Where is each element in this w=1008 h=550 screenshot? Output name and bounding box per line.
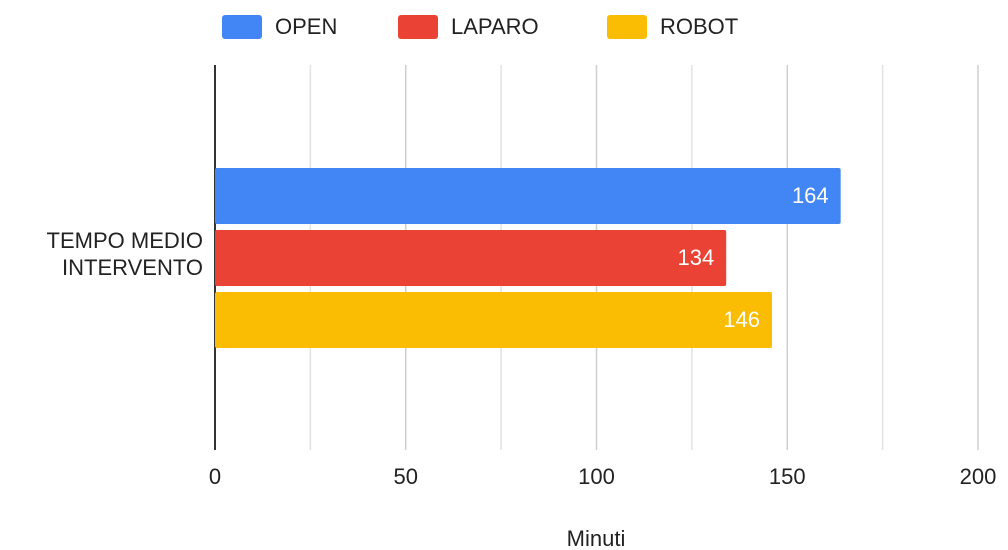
- value-label: 164: [792, 183, 829, 208]
- x-tick-label: 50: [394, 464, 418, 489]
- value-label: 146: [723, 307, 760, 332]
- x-tick-label: 200: [960, 464, 997, 489]
- x-tick-label: 150: [769, 464, 806, 489]
- x-tick-label: 0: [209, 464, 221, 489]
- bar: [215, 230, 727, 286]
- legend-label: LAPARO: [451, 14, 539, 39]
- y-tick-label: TEMPO MEDIO INTERVENTO: [46, 228, 203, 280]
- legend-label: OPEN: [275, 14, 337, 39]
- bar: [215, 292, 772, 348]
- legend-swatch: [398, 15, 438, 39]
- legend-label: ROBOT: [660, 14, 738, 39]
- x-axis-label: Minuti: [567, 526, 626, 550]
- x-tick-label: 100: [578, 464, 615, 489]
- legend-swatch: [222, 15, 262, 39]
- bar: [215, 168, 841, 224]
- legend-swatch: [607, 15, 647, 39]
- value-label: 134: [677, 245, 714, 270]
